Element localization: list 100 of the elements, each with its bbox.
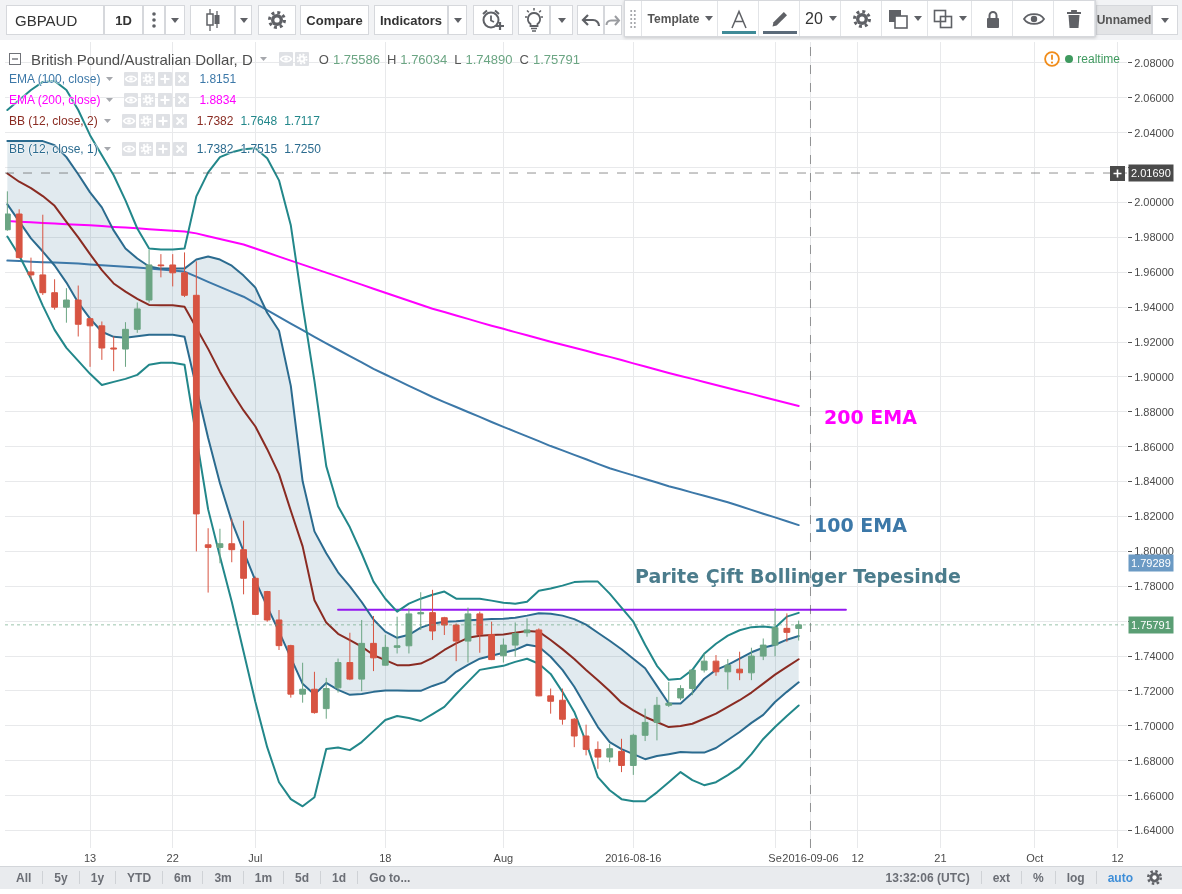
candlestick (724, 658, 732, 691)
text: 5y (54, 870, 68, 885)
text: Unnamed (1096, 13, 1152, 27)
annotation: 100 EMA (814, 514, 908, 536)
text: 1d (332, 870, 347, 885)
candlestick (157, 253, 165, 278)
candlestick (795, 620, 803, 642)
candlestick (192, 260, 200, 552)
candlestick (582, 724, 590, 756)
text: Go to... (369, 870, 411, 885)
candlestick (488, 621, 495, 661)
text: ext (992, 870, 1010, 885)
y-tick-label: 1.68000 (1134, 754, 1174, 767)
candlestick (405, 607, 413, 654)
x-tick-label: 22 (166, 852, 179, 865)
x-tick-label: 13 (83, 852, 97, 865)
candlestick (5, 190, 11, 232)
candlestick (204, 527, 212, 594)
y-tick-label: 1.98000 (1134, 231, 1174, 244)
y-tick-label: 1.82000 (1134, 510, 1174, 523)
candlestick (736, 651, 744, 681)
candlestick (98, 320, 106, 361)
candlestick (452, 622, 460, 662)
line-series (6, 259, 800, 527)
y-tick-label: 1.66000 (1134, 789, 1174, 802)
text: 1.79289 (1131, 557, 1171, 569)
y-tick-label: 2.00000 (1134, 196, 1174, 209)
y-tick-label: 1.84000 (1134, 475, 1174, 488)
y-tick-label: 1.96000 (1134, 266, 1174, 279)
candlestick (251, 576, 259, 616)
annotation: 1.7382 1.7515 1.7250 (196, 142, 321, 156)
annotation: 1.7382 1.7648 1.7117 (196, 114, 320, 128)
x-tick-label: 2016-09-06 (782, 852, 839, 865)
text: Indicators (379, 12, 443, 28)
candlestick (594, 740, 602, 770)
text: BB (12, close, 2) (9, 114, 98, 128)
text: 13:32:06 (UTC) (885, 870, 970, 885)
candlestick (429, 589, 436, 641)
candlestick (346, 632, 354, 681)
y-tick-label: 1.70000 (1134, 719, 1174, 732)
text: log (1066, 870, 1085, 885)
candlestick (381, 634, 389, 667)
candlestick (417, 591, 425, 631)
y-tick-label: 2.08000 (1134, 56, 1174, 69)
candlestick (677, 684, 684, 701)
y-tick-label: 1.92000 (1134, 335, 1174, 348)
candlestick (110, 335, 118, 372)
y-tick-label: 1.90000 (1134, 370, 1174, 383)
candlestick (322, 677, 330, 720)
annotation: 1.8151 (199, 72, 237, 86)
annotation: Parite Çift Bollinger Tepesinde (635, 565, 961, 587)
candlestick (570, 717, 578, 748)
x-tick-label: Oct (1026, 852, 1044, 865)
candlestick (464, 607, 472, 664)
y-tick-label: 1.78000 (1134, 580, 1174, 593)
text: 6m (174, 870, 192, 885)
candlestick (712, 654, 720, 677)
candlestick (263, 590, 271, 623)
text: 1y (90, 870, 105, 885)
y-tick-label: 2.06000 (1134, 91, 1174, 104)
candlestick (169, 253, 177, 287)
candlestick (39, 214, 47, 296)
ref-line-label: 2.01690 (1131, 167, 1171, 179)
x-tick-label: 18 (379, 852, 392, 865)
candlestick (618, 738, 625, 773)
candlestick (311, 671, 318, 715)
text: 1D (115, 12, 132, 28)
candlestick (181, 251, 188, 298)
candlestick (783, 612, 791, 643)
candlestick (27, 257, 35, 280)
candlestick (228, 518, 236, 563)
candlestick (74, 285, 82, 337)
candlestick (629, 733, 637, 776)
text: Template (647, 11, 700, 26)
candlestick (771, 607, 779, 657)
candlestick (370, 615, 377, 672)
candlestick (358, 619, 366, 692)
y-tick-label: 2.04000 (1134, 126, 1174, 139)
candlestick (51, 278, 58, 311)
candlestick (748, 647, 755, 681)
x-tick-label: 12 (1111, 852, 1124, 865)
text: All (16, 870, 32, 885)
candlestick (275, 609, 283, 651)
y-tick-label: 1.94000 (1134, 301, 1174, 314)
candlestick (535, 627, 543, 697)
candlestick (653, 696, 661, 741)
candlestick (547, 688, 555, 715)
y-tick-label: 1.88000 (1134, 405, 1174, 418)
text: 20 (805, 9, 823, 27)
x-tick-label: Aug (493, 852, 514, 865)
text: % (1032, 870, 1044, 885)
candlestick (523, 617, 531, 638)
text: 3m (214, 870, 232, 885)
candlestick (500, 637, 507, 664)
candlestick (511, 621, 519, 658)
candlestick (688, 669, 696, 696)
candlestick (476, 611, 484, 654)
candlestick (216, 528, 224, 564)
y-tick-label: 1.86000 (1134, 440, 1174, 453)
candlestick (700, 652, 708, 673)
